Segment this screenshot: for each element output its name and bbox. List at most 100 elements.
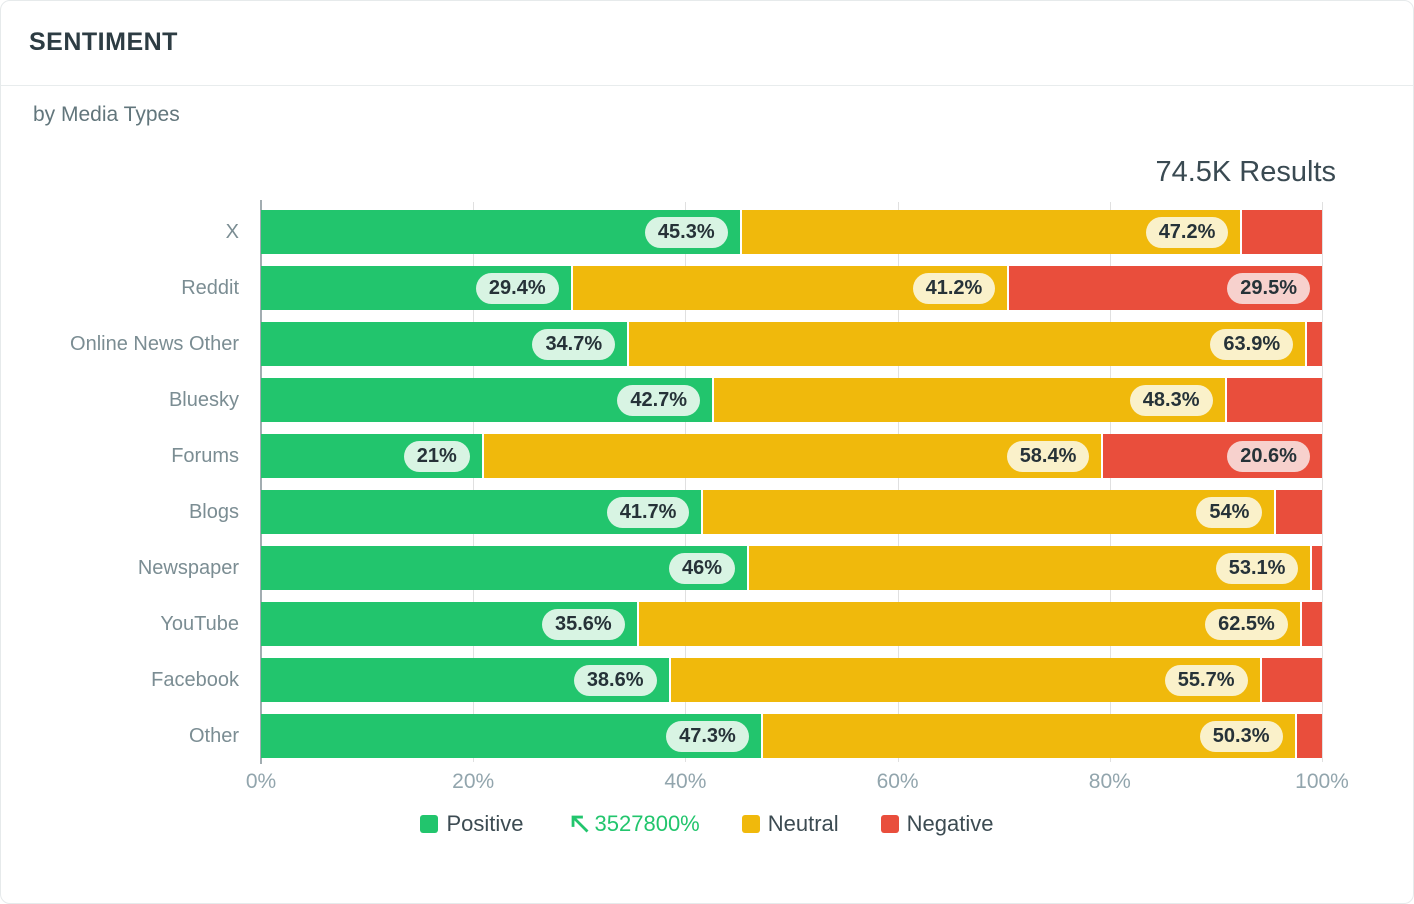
- legend-item-negative[interactable]: Negative: [880, 811, 994, 837]
- positive-bar-segment[interactable]: 21%: [261, 434, 484, 478]
- value-pill: 46%: [669, 552, 736, 584]
- negative-swatch-icon: [880, 814, 899, 833]
- value-pill: 54%: [1196, 496, 1263, 528]
- chart-row: Other 47.3% 50.3%: [1, 714, 1322, 758]
- neutral-bar-segment[interactable]: 58.4%: [483, 434, 1104, 478]
- positive-bar-segment[interactable]: 42.7%: [261, 378, 715, 422]
- negative-bar-segment[interactable]: [1301, 602, 1322, 646]
- positive-bar-segment[interactable]: 29.4%: [261, 266, 573, 310]
- positive-bar-segment[interactable]: 46%: [261, 546, 750, 590]
- gridline: [685, 202, 687, 762]
- positive-bar-segment[interactable]: 35.6%: [261, 602, 639, 646]
- negative-bar-segment[interactable]: [1312, 546, 1322, 590]
- value-pill: 45.3%: [644, 216, 728, 248]
- positive-bar-segment[interactable]: 45.3%: [261, 210, 742, 254]
- neutral-bar-segment[interactable]: 47.2%: [741, 210, 1243, 254]
- value-pill: 21%: [403, 440, 470, 472]
- value-pill: 47.2%: [1145, 216, 1229, 248]
- legend-neutral-label: Neutral: [767, 810, 839, 836]
- neutral-bar-segment[interactable]: 55.7%: [670, 658, 1262, 702]
- bar-track: 38.6% 55.7%: [261, 658, 1322, 702]
- value-pill: 41.2%: [912, 272, 996, 304]
- value-pill: 55.7%: [1164, 664, 1248, 696]
- value-pill: 35.6%: [541, 608, 625, 640]
- value-pill: 29.5%: [1227, 272, 1310, 304]
- bar-track: 35.6% 62.5%: [261, 602, 1322, 646]
- x-axis-tick-label: 40%: [664, 770, 707, 793]
- legend-change-value: 3527800%: [594, 810, 700, 836]
- chart-row: Online News Other 34.7% 63.9%: [1, 322, 1322, 366]
- bar-track: 41.7% 54%: [261, 490, 1322, 534]
- value-pill: 58.4%: [1006, 440, 1090, 472]
- neutral-swatch-icon: [741, 814, 760, 833]
- category-label: Reddit: [181, 276, 239, 299]
- negative-bar-segment[interactable]: 20.6%: [1103, 434, 1322, 478]
- value-pill: 53.1%: [1215, 552, 1299, 584]
- neutral-bar-segment[interactable]: 53.1%: [749, 546, 1313, 590]
- value-pill: 38.6%: [573, 664, 657, 696]
- bar-track: 42.7% 48.3%: [261, 378, 1322, 422]
- positive-bar-segment[interactable]: 38.6%: [261, 658, 671, 702]
- page-title: SENTIMENT: [29, 28, 178, 56]
- x-axis: 0% 20% 40% 60% 80% 100%: [246, 770, 1349, 796]
- neutral-bar-segment[interactable]: 63.9%: [629, 322, 1308, 366]
- chart-rows: X 45.3% 47.2% Reddit 29.4% 41.2% 29.5% Online N…: [1, 202, 1413, 762]
- legend-positive-label: Positive: [446, 810, 524, 836]
- negative-bar-segment[interactable]: [1276, 490, 1322, 534]
- value-pill: 20.6%: [1227, 440, 1310, 472]
- chart-row: Facebook 38.6% 55.7%: [1, 658, 1322, 702]
- chart-row: X 45.3% 47.2%: [1, 210, 1322, 254]
- positive-bar-segment[interactable]: 41.7%: [261, 490, 704, 534]
- category-label: Forums: [171, 444, 239, 467]
- category-label: X: [225, 220, 239, 243]
- negative-bar-segment[interactable]: [1296, 714, 1322, 758]
- bar-track: 21% 58.4% 20.6%: [261, 434, 1322, 478]
- positive-bar-segment[interactable]: 47.3%: [261, 714, 763, 758]
- negative-bar-segment[interactable]: [1307, 322, 1322, 366]
- card-header: SENTIMENT: [1, 1, 1413, 86]
- gridline: [1322, 202, 1323, 762]
- chart-row: YouTube 35.6% 62.5%: [1, 602, 1322, 646]
- value-pill: 29.4%: [475, 272, 559, 304]
- x-axis-tick-label: 0%: [245, 770, 277, 793]
- neutral-bar-segment[interactable]: 54%: [703, 490, 1277, 534]
- category-label: Newspaper: [137, 556, 239, 579]
- results-count: 74.5K Results: [1155, 156, 1336, 188]
- x-axis-tick-label: 100%: [1295, 770, 1349, 793]
- positive-swatch-icon: [420, 814, 439, 833]
- value-pill: 47.3%: [666, 720, 749, 752]
- bar-track: 47.3% 50.3%: [261, 714, 1322, 758]
- negative-bar-segment[interactable]: 29.5%: [1009, 266, 1322, 310]
- gridline: [1109, 202, 1111, 762]
- neutral-bar-segment[interactable]: 41.2%: [572, 266, 1010, 310]
- grid-layer: [260, 200, 1323, 764]
- category-label: Online News Other: [70, 332, 239, 355]
- legend-change-indicator: 3527800%: [566, 810, 700, 837]
- positive-bar-segment[interactable]: 34.7%: [261, 322, 630, 366]
- chart-row: Reddit 29.4% 41.2% 29.5%: [1, 266, 1322, 310]
- value-pill: 63.9%: [1210, 328, 1294, 360]
- category-label: Other: [188, 724, 239, 747]
- chart-legend: Positive 3527800% Neutral Negative: [1, 810, 1413, 837]
- neutral-bar-segment[interactable]: 48.3%: [714, 378, 1227, 422]
- bar-track: 29.4% 41.2% 29.5%: [261, 266, 1322, 310]
- negative-bar-segment[interactable]: [1242, 210, 1322, 254]
- value-pill: 34.7%: [532, 328, 616, 360]
- legend-item-positive[interactable]: Positive: [420, 810, 524, 837]
- x-axis-tick-label: 20%: [452, 770, 495, 793]
- neutral-bar-segment[interactable]: 50.3%: [762, 714, 1297, 758]
- chart-plot: X 45.3% 47.2% Reddit 29.4% 41.2% 29.5% Online N…: [1, 200, 1413, 764]
- y-axis-line: [260, 200, 262, 764]
- bar-track: 34.7% 63.9%: [261, 322, 1322, 366]
- trend-up-left-icon: [566, 810, 593, 837]
- chart-subtitle: by Media Types: [33, 103, 180, 126]
- neutral-bar-segment[interactable]: 62.5%: [638, 602, 1302, 646]
- negative-bar-segment[interactable]: [1226, 378, 1322, 422]
- value-pill: 48.3%: [1129, 384, 1213, 416]
- legend-item-neutral[interactable]: Neutral: [741, 810, 839, 837]
- category-label: Bluesky: [168, 388, 239, 411]
- category-label: YouTube: [160, 612, 239, 635]
- negative-bar-segment[interactable]: [1261, 658, 1322, 702]
- gridline: [897, 202, 899, 762]
